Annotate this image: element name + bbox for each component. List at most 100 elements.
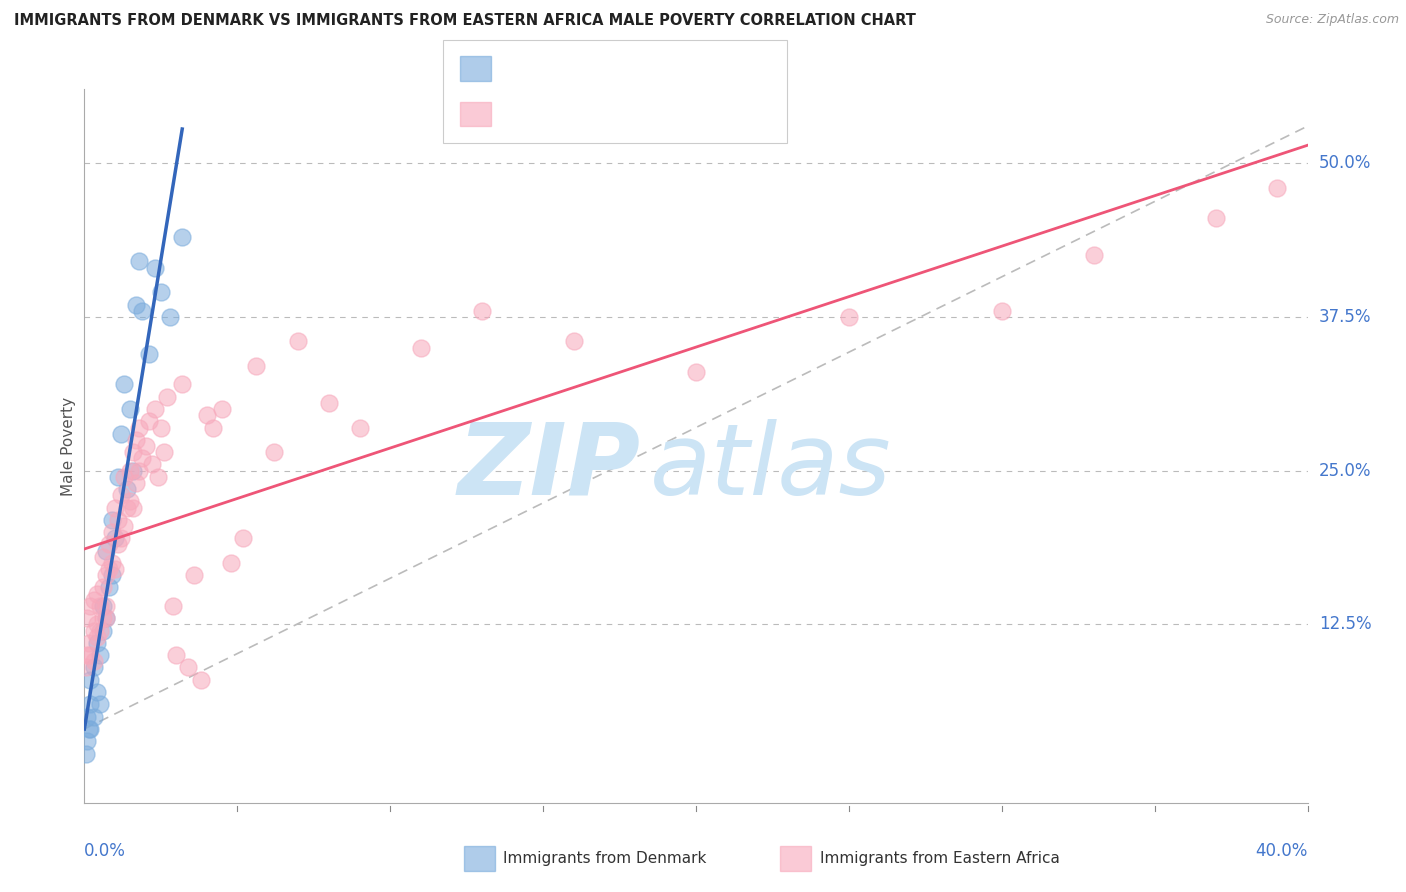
Point xyxy=(149,285,172,300)
Point xyxy=(107,537,129,551)
Point xyxy=(83,709,105,723)
Point xyxy=(86,587,108,601)
Text: 37.5%: 37.5% xyxy=(1319,308,1371,326)
Point xyxy=(128,420,150,434)
Point xyxy=(91,624,114,638)
Point xyxy=(263,445,285,459)
Point xyxy=(76,648,98,662)
Point xyxy=(153,445,176,459)
Point xyxy=(94,611,117,625)
Point xyxy=(125,297,148,311)
Point xyxy=(76,709,98,723)
Text: R = 0.573   N = 35: R = 0.573 N = 35 xyxy=(502,60,672,78)
Point xyxy=(77,722,100,736)
Point xyxy=(562,334,585,349)
Text: IMMIGRANTS FROM DENMARK VS IMMIGRANTS FROM EASTERN AFRICA MALE POVERTY CORRELATI: IMMIGRANTS FROM DENMARK VS IMMIGRANTS FR… xyxy=(14,13,915,29)
Point xyxy=(120,464,142,478)
Point xyxy=(122,500,145,515)
Point xyxy=(838,310,860,324)
Point xyxy=(101,556,124,570)
Point xyxy=(177,660,200,674)
Point xyxy=(86,636,108,650)
Point xyxy=(104,562,127,576)
Point xyxy=(138,414,160,428)
Point xyxy=(112,519,135,533)
Text: R = 0.595   N = 75: R = 0.595 N = 75 xyxy=(502,105,672,123)
Point xyxy=(110,488,132,502)
Point xyxy=(79,673,101,687)
Point xyxy=(156,390,179,404)
Point xyxy=(120,494,142,508)
Point xyxy=(89,648,111,662)
Point xyxy=(409,341,432,355)
Point xyxy=(75,747,97,761)
Point xyxy=(83,654,105,668)
Point xyxy=(94,568,117,582)
Point xyxy=(89,599,111,613)
Point xyxy=(94,599,117,613)
Point xyxy=(97,581,120,595)
Point xyxy=(125,433,148,447)
Point xyxy=(1265,180,1288,194)
Point xyxy=(86,630,108,644)
Point xyxy=(120,402,142,417)
Y-axis label: Male Poverty: Male Poverty xyxy=(60,396,76,496)
Text: Immigrants from Denmark: Immigrants from Denmark xyxy=(503,851,707,865)
Point xyxy=(159,310,181,324)
Point xyxy=(115,500,138,515)
Point xyxy=(104,500,127,515)
Point xyxy=(91,611,114,625)
Point xyxy=(219,556,242,570)
Text: Source: ZipAtlas.com: Source: ZipAtlas.com xyxy=(1265,13,1399,27)
Point xyxy=(122,464,145,478)
Point xyxy=(97,562,120,576)
Point xyxy=(471,303,494,318)
Point xyxy=(1083,248,1105,262)
Point xyxy=(287,334,309,349)
Point xyxy=(201,420,224,434)
Point xyxy=(146,469,169,483)
Point xyxy=(190,673,212,687)
Point xyxy=(107,469,129,483)
Point xyxy=(128,254,150,268)
Point xyxy=(91,549,114,564)
Point xyxy=(77,636,100,650)
Point xyxy=(79,599,101,613)
Text: atlas: atlas xyxy=(650,419,891,516)
Point xyxy=(122,445,145,459)
Point xyxy=(172,230,194,244)
Point xyxy=(86,617,108,632)
Point xyxy=(349,420,371,434)
Point xyxy=(110,426,132,441)
Text: 50.0%: 50.0% xyxy=(1319,154,1371,172)
Point xyxy=(107,513,129,527)
Point xyxy=(112,469,135,483)
Point xyxy=(135,439,157,453)
Text: 40.0%: 40.0% xyxy=(1256,842,1308,860)
Point xyxy=(76,611,98,625)
Point xyxy=(91,599,114,613)
Point xyxy=(131,303,153,318)
Point xyxy=(94,611,117,625)
Text: 25.0%: 25.0% xyxy=(1319,461,1371,480)
Point xyxy=(94,543,117,558)
Point xyxy=(76,734,98,748)
Point xyxy=(91,581,114,595)
Point xyxy=(79,648,101,662)
Point xyxy=(79,698,101,712)
Point xyxy=(232,531,254,545)
Point xyxy=(131,451,153,466)
Point xyxy=(138,347,160,361)
Point xyxy=(1205,211,1227,226)
Point xyxy=(128,464,150,478)
Point xyxy=(89,698,111,712)
Point xyxy=(143,260,166,275)
Point xyxy=(75,660,97,674)
Point xyxy=(79,722,101,736)
Point xyxy=(143,402,166,417)
Point xyxy=(165,648,187,662)
Point xyxy=(112,377,135,392)
Point xyxy=(991,303,1014,318)
Point xyxy=(141,458,163,472)
Point xyxy=(149,420,172,434)
